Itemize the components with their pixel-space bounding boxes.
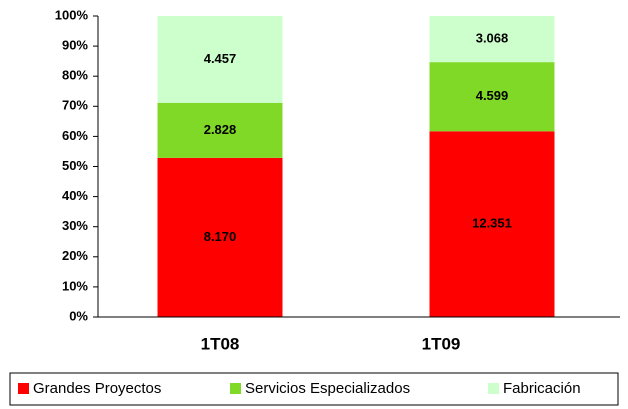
y-tick-label: 60%	[62, 128, 88, 143]
bar-segment	[157, 157, 283, 317]
y-tick-label: 30%	[62, 218, 88, 233]
y-tick-label: 50%	[62, 158, 88, 173]
legend-swatch	[18, 383, 29, 394]
x-tick-label: 1T08	[201, 334, 240, 353]
bar-segment	[157, 16, 283, 103]
data-label: 4.457	[204, 51, 237, 66]
y-tick-label: 20%	[62, 248, 88, 263]
y-tick-label: 100%	[55, 7, 89, 22]
bar-segment	[429, 62, 555, 132]
data-label: 8.170	[204, 229, 237, 244]
bar-segment	[429, 131, 555, 317]
data-label: 12.351	[472, 216, 512, 231]
y-tick-label: 10%	[62, 278, 88, 293]
y-tick-label: 0%	[69, 308, 88, 323]
y-tick-label: 80%	[62, 68, 88, 83]
x-tick-label: 1T09	[422, 334, 461, 353]
legend-swatch	[488, 383, 499, 394]
legend-label: Fabricación	[503, 380, 581, 397]
bar-segment	[429, 16, 555, 63]
legend-label: Grandes Proyectos	[33, 380, 161, 397]
data-label: 3.068	[476, 31, 509, 46]
data-label: 2.828	[204, 122, 237, 137]
legend-box	[9, 372, 619, 406]
data-label: 4.599	[476, 88, 509, 103]
legend-swatch	[230, 383, 241, 394]
legend-label: Servicios Especializados	[245, 380, 410, 397]
y-tick-label: 70%	[62, 98, 88, 113]
bar-segment	[157, 102, 283, 158]
y-tick-label: 90%	[62, 38, 88, 53]
y-tick-label: 40%	[62, 188, 88, 203]
